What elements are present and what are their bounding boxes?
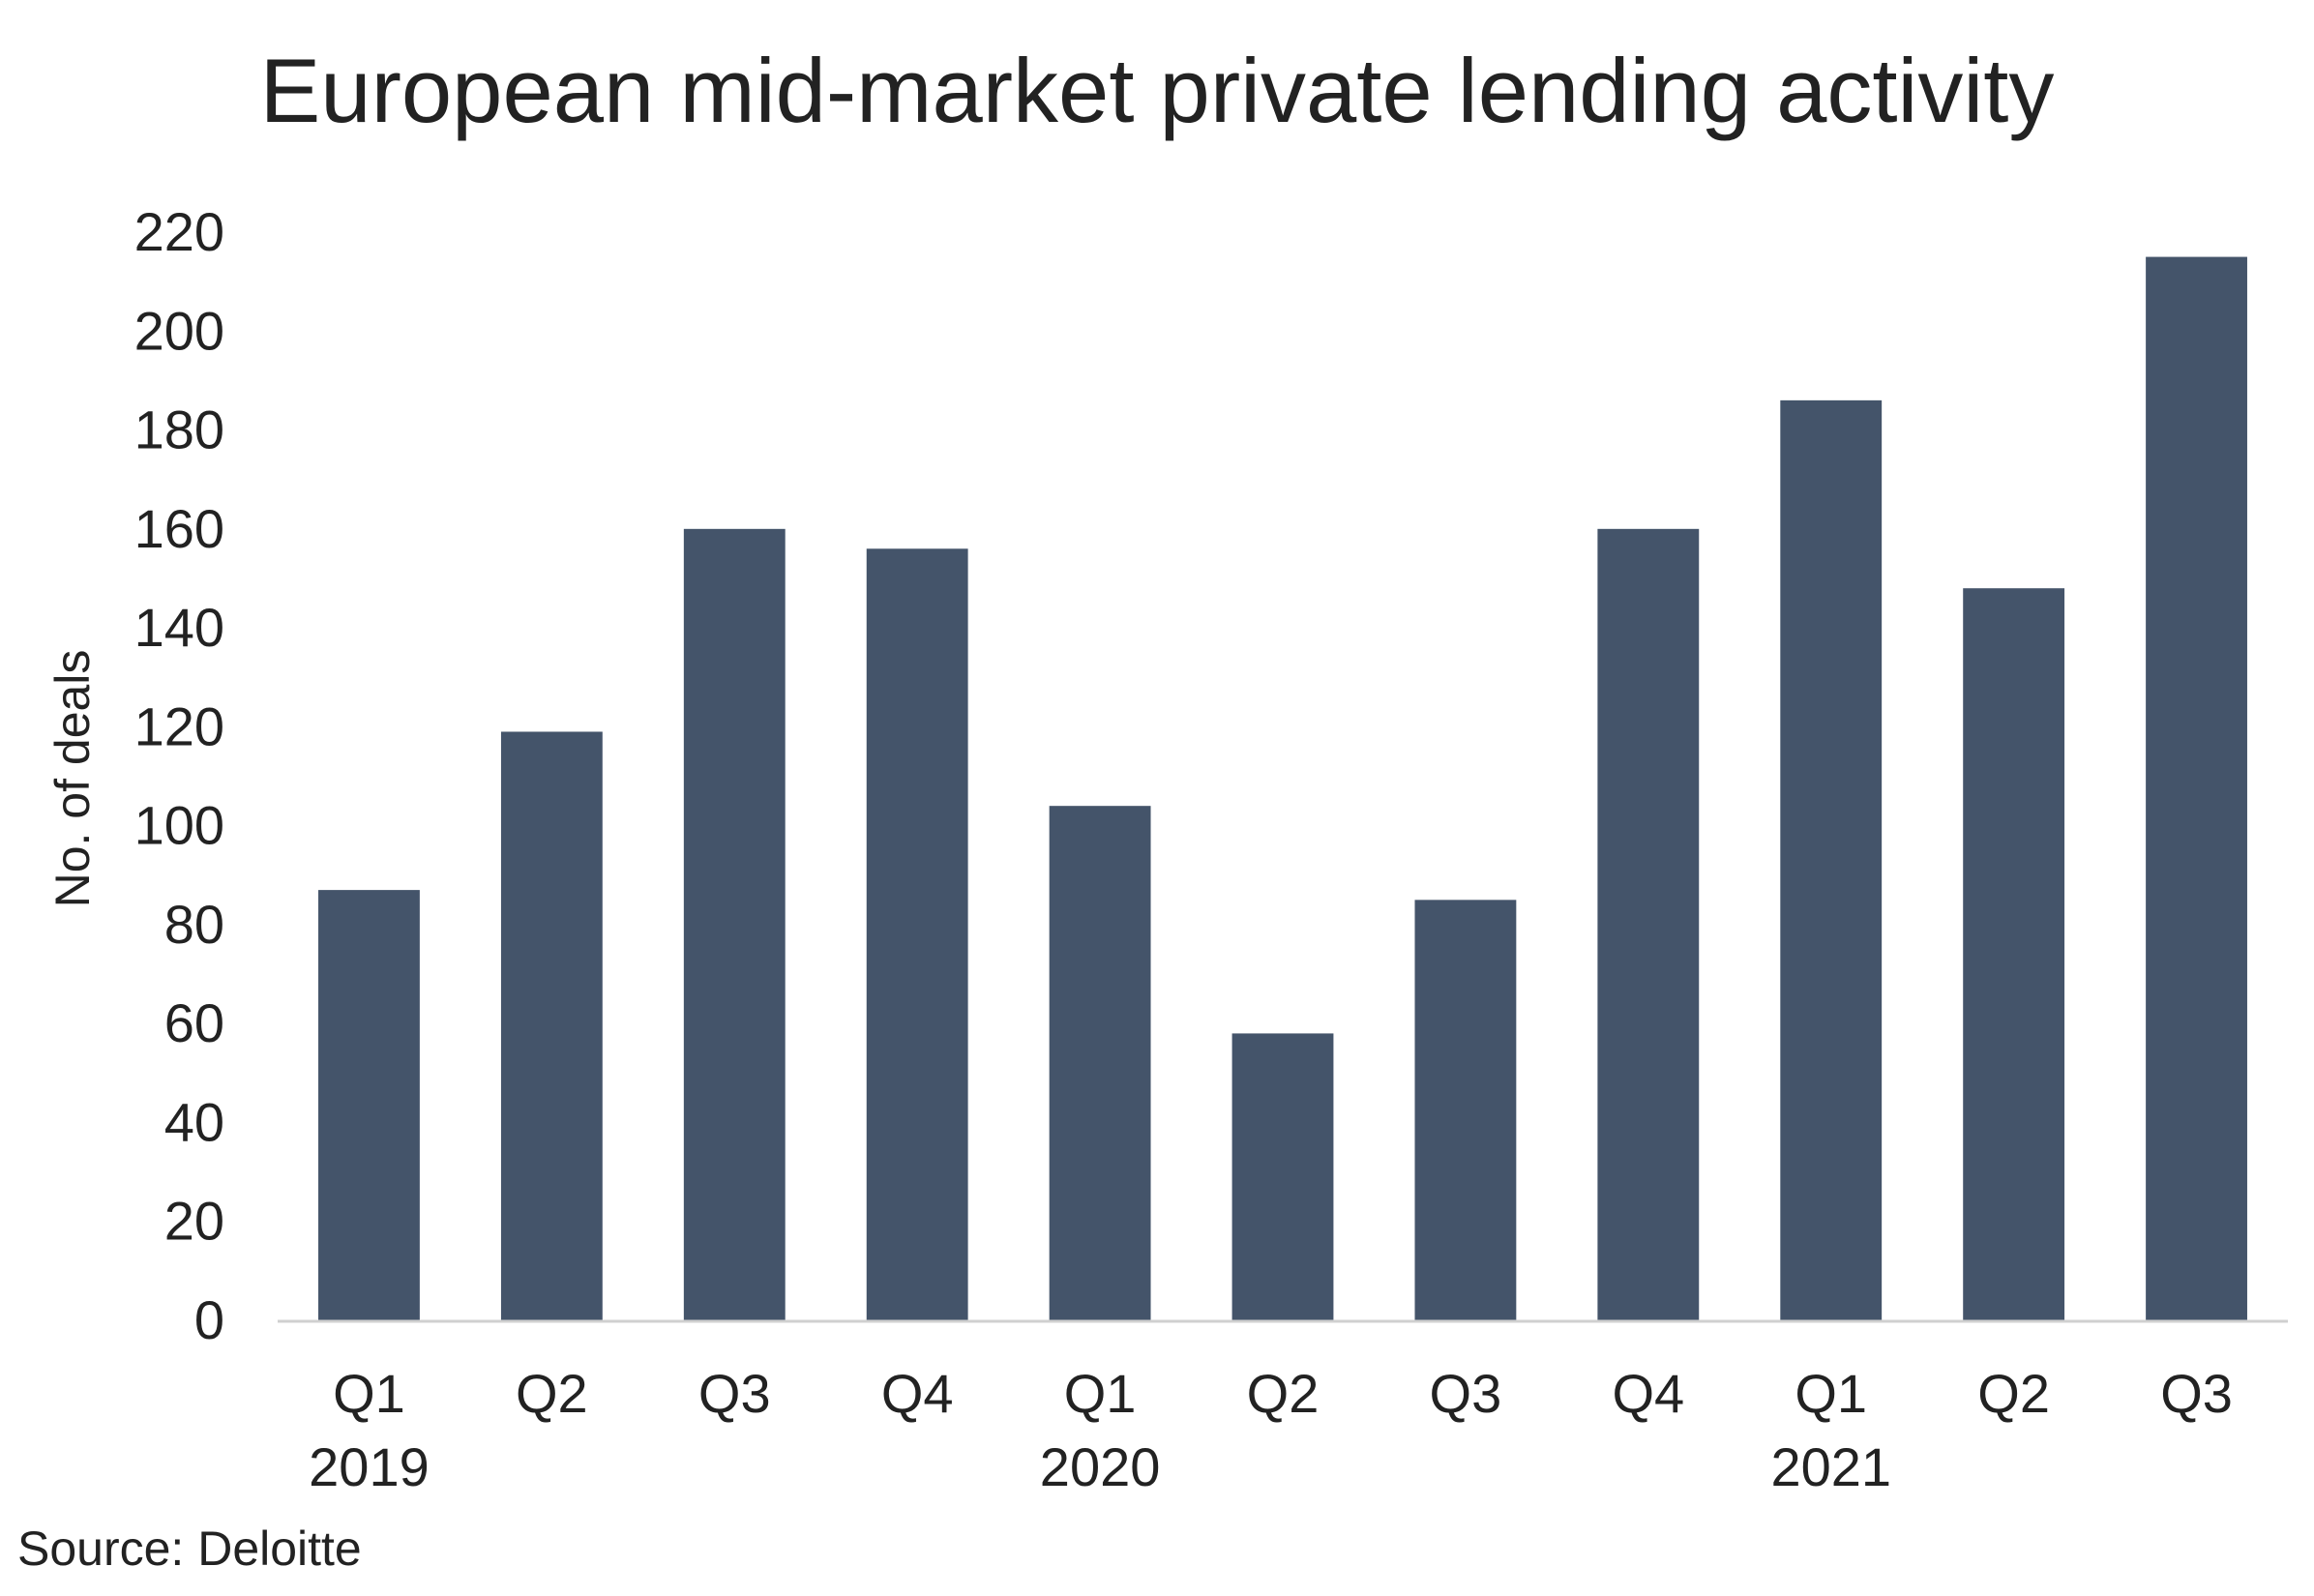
bar [500, 731, 603, 1320]
bar [1231, 1033, 1334, 1320]
x-tick-label: Q1 [1795, 1363, 1867, 1424]
bar [318, 890, 420, 1320]
bar [1414, 900, 1517, 1320]
bar [1049, 806, 1151, 1320]
y-tick-label: 40 [164, 1091, 224, 1152]
x-tick-label: Q2 [1977, 1363, 2050, 1424]
y-tick-label: 80 [164, 894, 224, 955]
bar [1963, 588, 2065, 1320]
bar [866, 548, 968, 1320]
year-labels: 2019 2020 2021 [309, 1436, 1891, 1497]
x-tick-label: Q4 [881, 1363, 954, 1424]
x-tick-label: Q1 [333, 1363, 405, 1424]
bars [318, 256, 2247, 1321]
x-tick-label: Q1 [1064, 1363, 1137, 1424]
y-tick-label: 160 [134, 498, 224, 559]
x-tick-label: Q2 [516, 1363, 588, 1424]
y-tick-label: 60 [164, 992, 224, 1053]
x-tick-label: Q3 [698, 1363, 771, 1424]
x-axis-labels: Q1 Q2 Q3 Q4 Q1 Q2 Q3 Q4 Q1 Q2 Q3 [333, 1363, 2233, 1424]
year-label: 2021 [1770, 1436, 1891, 1497]
y-tick-label: 20 [164, 1191, 224, 1252]
x-tick-label: Q2 [1247, 1363, 1320, 1424]
year-label: 2020 [1040, 1436, 1161, 1497]
source-note: Source: Deloitte [17, 1522, 362, 1576]
y-axis-title: No. of deals [45, 650, 100, 908]
bar [683, 528, 786, 1320]
x-tick-label: Q3 [2160, 1363, 2233, 1424]
bar [2146, 256, 2247, 1321]
y-tick-label: 180 [134, 399, 224, 460]
y-axis-ticks: 0 20 40 60 80 100 120 140 160 180 200 220 [134, 201, 224, 1350]
bar [1780, 399, 1883, 1320]
x-tick-label: Q3 [1430, 1363, 1502, 1424]
y-tick-label: 200 [134, 300, 224, 361]
y-tick-label: 0 [194, 1289, 224, 1350]
y-tick-label: 120 [134, 695, 224, 756]
x-tick-label: Q4 [1612, 1363, 1684, 1424]
y-tick-label: 140 [134, 597, 224, 658]
chart-title: European mid-market private lending acti… [259, 40, 2055, 141]
y-tick-label: 100 [134, 795, 224, 856]
y-tick-label: 220 [134, 201, 224, 262]
bar [1597, 528, 1700, 1320]
year-label: 2019 [309, 1436, 430, 1497]
